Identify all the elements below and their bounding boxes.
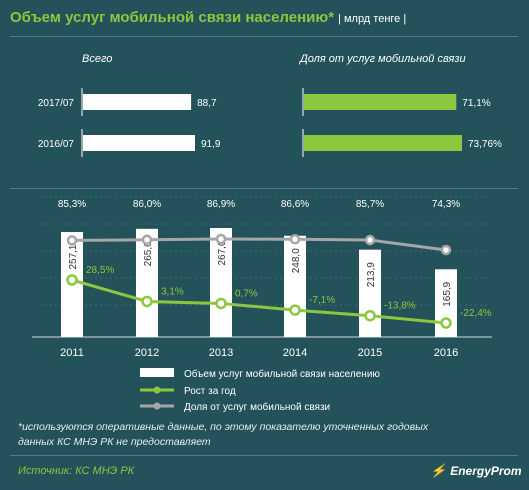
growth-point (289, 304, 301, 316)
growth-point (440, 317, 452, 329)
growth-value-label: 3,1% (161, 286, 184, 297)
legend-bar-label: Объем услуг мобильной связи населению (184, 368, 380, 380)
share-value-label: 71,1% (462, 98, 490, 109)
x-tick-label: 2014 (283, 347, 307, 359)
legend-growth-label: Рост за год (184, 386, 236, 397)
growth-point (215, 297, 227, 310)
legend-growth-marker (153, 386, 161, 394)
share-line (71, 237, 447, 252)
growth-point (364, 309, 376, 322)
growth-value-label: 0,7% (235, 288, 258, 299)
growth-value-label: -22,4% (460, 308, 492, 319)
row-label: 2017/07 (38, 98, 75, 109)
share-value-label: 85,7% (356, 199, 384, 210)
bar (210, 228, 232, 337)
chart-title: Объем услуг мобильной связи населению* | … (10, 9, 406, 26)
share-point (440, 244, 452, 256)
bar-value-label: 213,9 (366, 262, 377, 287)
x-tick-label: 2015 (358, 347, 382, 359)
bar-value-label: 248,0 (291, 248, 302, 273)
brand-logo: ⚡ EnergyProm (430, 463, 522, 479)
brand-name: EnergyProm (450, 464, 522, 478)
source-text: Источник: КС МНЭ РК (18, 465, 135, 477)
unit-label: | млрд тенге | (338, 13, 407, 25)
title-text: Объем услуг мобильной связи населению* (10, 9, 335, 26)
row-label: 2016/07 (38, 139, 75, 150)
total-bar (83, 94, 192, 110)
legend-share-label: Доля от услуг мобильной связи (184, 401, 330, 413)
bar-value-label: 257,1 (68, 244, 79, 269)
growth-point (141, 295, 153, 308)
growth-point (66, 274, 78, 286)
total-value-label: 88,7 (197, 98, 217, 109)
bar-value-label: 267,0 (217, 240, 228, 265)
growth-line (71, 278, 447, 325)
growth-value-label: -13,8% (384, 301, 416, 312)
bar-value-label: 265,0 (143, 241, 154, 266)
share-bar (304, 135, 462, 151)
share-bar (304, 94, 457, 110)
panel-divider (10, 188, 518, 189)
total-value-label: 91,9 (201, 139, 221, 150)
left-panel-title: Всего (82, 53, 112, 65)
legend-bar-swatch (140, 368, 174, 377)
share-point (141, 234, 153, 246)
x-tick-label: 2013 (209, 347, 233, 359)
footnote: *используются оперативные данные, по это… (18, 421, 429, 448)
right-panel-title: Доля от услуг мобильной связи (298, 53, 466, 65)
title-divider (10, 36, 518, 37)
x-tick-label: 2016 (434, 347, 458, 359)
share-value-label: 74,3% (432, 199, 460, 210)
share-point (215, 233, 227, 245)
brand-icon: ⚡ (430, 463, 447, 478)
share-point (289, 234, 301, 245)
share-value-label: 86,6% (281, 199, 309, 210)
share-value-label: 73,76% (468, 139, 502, 150)
total-bar (83, 135, 195, 151)
growth-value-label: -7,1% (309, 295, 335, 306)
bar-value-label: 165,9 (442, 281, 453, 306)
x-tick-label: 2012 (135, 347, 159, 359)
bar (136, 228, 158, 337)
share-value-label: 85,3% (58, 199, 86, 210)
growth-value-label: 28,5% (86, 265, 114, 276)
x-tick-label: 2011 (60, 347, 84, 359)
footer-divider (10, 455, 518, 456)
bar (435, 269, 457, 337)
share-value-label: 86,0% (133, 199, 161, 210)
share-point (66, 235, 78, 246)
legend-share-marker (153, 402, 161, 410)
share-value-label: 86,9% (207, 199, 235, 210)
share-point (364, 234, 376, 246)
